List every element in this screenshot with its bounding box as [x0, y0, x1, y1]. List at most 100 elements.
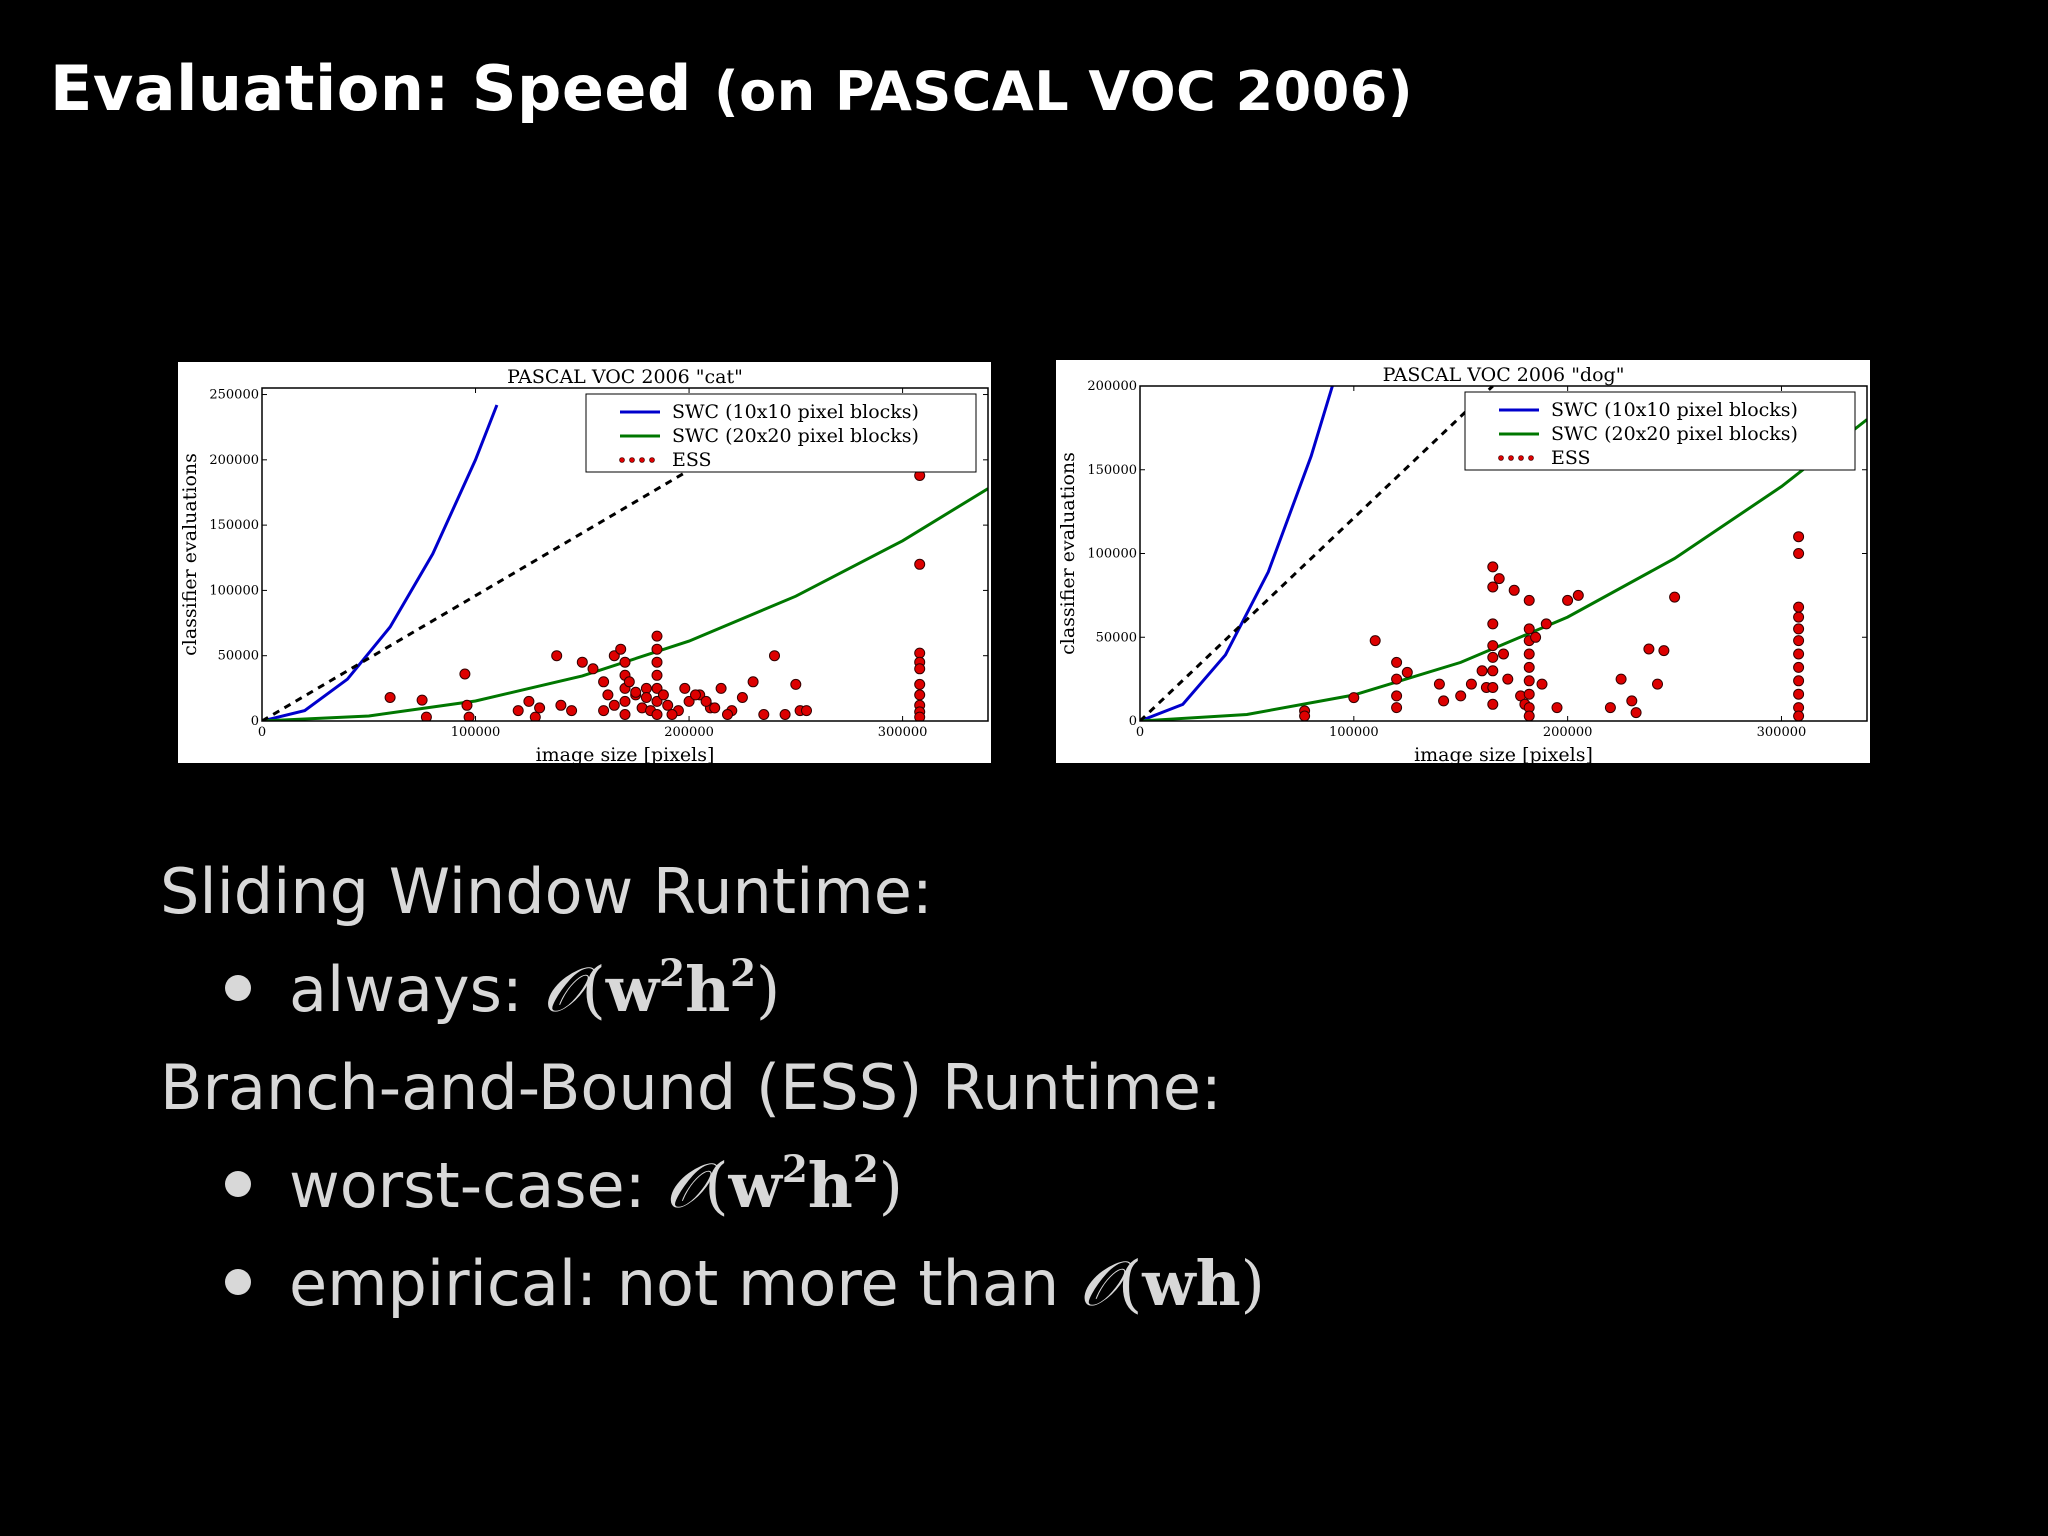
legend-entry: SWC (20x20 pixel blocks) [672, 425, 919, 447]
math-exp: 2 [852, 1146, 879, 1191]
legend-swatch-dot [619, 457, 625, 463]
legend-entry: SWC (10x10 pixel blocks) [1551, 399, 1798, 421]
sliding-window-heading: Sliding Window Runtime: [160, 855, 933, 928]
chart-title: PASCAL VOC 2006 "dog" [1383, 364, 1625, 386]
ess-data-point [1487, 581, 1499, 593]
ess-data-point [651, 695, 663, 707]
ess-data-point [914, 558, 926, 570]
legend-swatch-dot [1498, 455, 1504, 461]
ess-data-point [619, 709, 631, 720]
ess-data-point [1369, 635, 1381, 647]
ess-data-point [1401, 666, 1413, 678]
ess-data-point [651, 709, 663, 720]
chart-title: PASCAL VOC 2006 "cat" [507, 366, 743, 388]
ess-data-point [651, 669, 663, 681]
ess-data-point [1793, 661, 1805, 673]
ess-data-point [1498, 648, 1509, 660]
ess-data-point [747, 676, 759, 688]
ess-data-point [1493, 573, 1505, 585]
ess-data-point [651, 643, 663, 655]
ess-data-point [615, 643, 627, 655]
x-tick-label: 200000 [1543, 725, 1593, 740]
bullet-dot [225, 974, 251, 1001]
math-w: w [605, 953, 660, 1026]
swc-curve [262, 404, 499, 721]
chart-dog-svg: PASCAL VOC 2006 "dog" 0 100000 200000 300000… [1057, 364, 1868, 763]
ess-data-point [1626, 695, 1638, 707]
math-w: w [728, 1149, 782, 1222]
math-exp: 2 [659, 950, 686, 995]
ess-data-point [619, 695, 631, 707]
complexity-quadratic: 𝒪(w2h2) [665, 1146, 903, 1222]
ess-data-point [1487, 640, 1499, 652]
ess-data-point [602, 689, 614, 701]
always-label: always: [289, 953, 523, 1026]
slide-title: Evaluation: Speed (on PASCAL VOC 2006) [50, 52, 1413, 125]
ess-data-point [1652, 678, 1663, 690]
y-tick-label: 150000 [1087, 463, 1137, 478]
chart-cat: PASCAL VOC 2006 "cat" 0 100000 200000 300000… [178, 362, 991, 763]
ess-data-point [1508, 584, 1520, 596]
ess-data-point [1572, 589, 1584, 601]
y-tick-label: 0 [251, 714, 259, 729]
big-o-symbol: 𝒪 [1078, 1247, 1118, 1320]
plot-area [1140, 386, 1867, 721]
slide-title-sub: (on PASCAL VOC 2006) [713, 60, 1414, 123]
y-tick-label: 0 [1129, 714, 1137, 729]
y-tick-label: 250000 [209, 388, 259, 403]
ess-data-point [1615, 673, 1627, 685]
ess-data-point [679, 682, 691, 694]
swc-curve [1140, 418, 1867, 721]
ess-data-point [1502, 673, 1514, 685]
bullet-always: always: 𝒪(w2h2) [225, 950, 781, 1027]
ess-data-point [914, 678, 926, 690]
legend-swatch-dot [629, 457, 635, 463]
ess-data-point [623, 676, 635, 688]
y-tick-label: 50000 [1096, 630, 1137, 645]
ess-data-point [1793, 688, 1805, 700]
ess-data-point [1523, 710, 1535, 721]
ess-data-point [1523, 675, 1535, 687]
ess-data-point [1348, 692, 1360, 704]
complexity-quadratic: 𝒪(w2h2) [542, 950, 781, 1026]
worst-case-label: worst-case: [289, 1149, 646, 1222]
ess-data-point [1487, 651, 1499, 663]
bnb-heading-text: Branch-and-Bound (ESS) Runtime: [160, 1051, 1222, 1124]
ess-data-point [384, 692, 396, 703]
ess-data-point [1562, 594, 1574, 606]
ess-data-point [1523, 623, 1535, 635]
ess-data-point [1643, 643, 1655, 655]
empirical-label: empirical: [289, 1247, 598, 1320]
ess-data-point [416, 694, 428, 706]
y-tick-label: 200000 [209, 453, 259, 468]
swc-curve [262, 487, 988, 721]
ess-data-point [709, 702, 721, 714]
ess-data-point [1523, 648, 1535, 660]
big-o-symbol: 𝒪 [542, 953, 582, 1026]
math-wh: wh [1142, 1247, 1241, 1320]
ess-data-point [630, 686, 642, 698]
y-tick-label: 200000 [1087, 379, 1137, 394]
y-tick-label: 50000 [218, 649, 259, 664]
ess-data-point [1465, 678, 1477, 690]
ess-data-point [1630, 707, 1642, 719]
big-o-symbol: 𝒪 [665, 1149, 705, 1222]
ess-data-point [662, 699, 674, 711]
ess-data-point [608, 699, 620, 711]
legend-entry: SWC (20x20 pixel blocks) [1551, 423, 1798, 445]
x-tick-label: 300000 [878, 725, 928, 740]
ess-data-point [598, 676, 610, 688]
empirical-text: not more than [616, 1247, 1060, 1320]
ess-data-point [555, 699, 567, 711]
chart-cat-svg: PASCAL VOC 2006 "cat" 0 100000 200000 300000… [179, 366, 989, 763]
ess-data-point [914, 689, 926, 701]
ess-data-point [1523, 661, 1535, 673]
math-exp: 2 [781, 1146, 808, 1191]
ess-data-point [690, 689, 701, 701]
ess-data-point [1391, 702, 1403, 714]
ess-data-point [914, 663, 926, 675]
ess-data-point [461, 699, 473, 711]
ess-data-point [551, 650, 563, 662]
ess-data-point [1476, 665, 1488, 677]
ess-data-point [1793, 710, 1805, 721]
